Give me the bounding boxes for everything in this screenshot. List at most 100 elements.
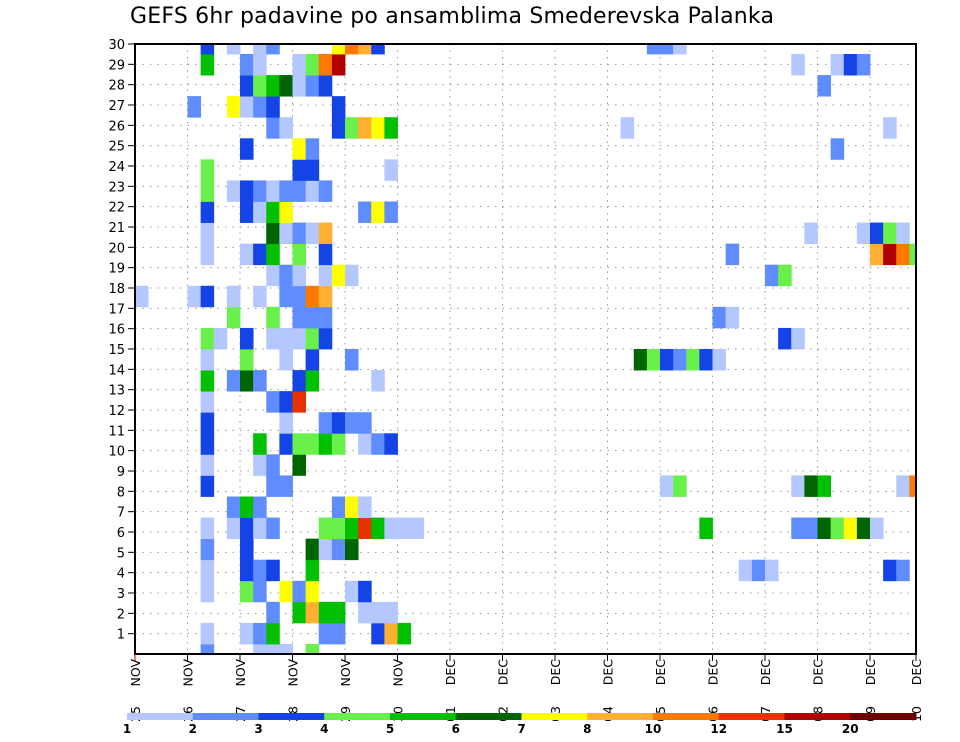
x-tick-month: DEC (863, 659, 878, 686)
heatmap-cell (699, 517, 713, 540)
colorbar-label: 15 (776, 722, 793, 736)
y-tick-label: 20 (108, 241, 125, 256)
heatmap-cell (331, 412, 346, 434)
heatmap-cell (673, 475, 687, 497)
heatmap-cell (909, 243, 917, 266)
y-tick-label: 22 (108, 201, 125, 216)
colorbar-label: 20 (842, 722, 859, 736)
heatmap-cell (410, 517, 425, 540)
heatmap-cell (345, 412, 359, 434)
y-tick-label: 21 (108, 221, 125, 236)
heatmap-cell (371, 370, 385, 392)
y-tick-label: 24 (108, 160, 125, 175)
heatmap-cell (240, 349, 254, 371)
heatmap-cell (266, 517, 280, 540)
heatmap-cell (318, 433, 333, 455)
x-tick-month: NOV (233, 659, 248, 687)
heatmap-cell (266, 96, 280, 118)
heatmap-cell (279, 222, 293, 245)
heatmap-cell (253, 496, 267, 518)
heatmap-cell (292, 243, 307, 266)
heatmap-cell (253, 454, 267, 476)
heatmap-cell (253, 75, 267, 97)
heatmap-cell (279, 391, 293, 413)
heatmap-cell (804, 475, 818, 497)
heatmap-cell (292, 370, 307, 392)
colorbar-label: 1 (123, 722, 131, 736)
heatmap-cell (331, 96, 346, 118)
heatmap-cell (725, 243, 740, 266)
heatmap-cell (765, 559, 779, 582)
heatmap-cell (331, 622, 346, 645)
heatmap-cell (226, 496, 241, 518)
heatmap-cell (266, 622, 280, 645)
heatmap-cell (318, 180, 333, 202)
heatmap-cell (712, 306, 727, 329)
heatmap-cell (240, 580, 254, 603)
y-tick-label: 23 (108, 180, 125, 195)
colorbar-swatch (653, 713, 720, 720)
heatmap-cell (318, 538, 333, 561)
heatmap-cell (331, 54, 346, 76)
heatmap-cell (371, 433, 385, 455)
heatmap-cell (870, 222, 884, 245)
heatmap-cell (896, 222, 910, 245)
x-tick-month: DEC (496, 659, 511, 686)
heatmap-cell (200, 222, 215, 245)
heatmap-cell (200, 285, 215, 308)
y-tick-label: 28 (108, 79, 125, 94)
heatmap-cell (292, 433, 307, 455)
heatmap-cell (266, 391, 280, 413)
heatmap-cell (384, 622, 398, 645)
heatmap-cell (279, 201, 293, 223)
heatmap-cell (371, 601, 385, 624)
heatmap-cell (384, 601, 398, 624)
heatmap-cell (292, 264, 307, 287)
y-tick-label: 17 (108, 302, 125, 317)
heatmap-cell (279, 285, 293, 308)
heatmap-cell (266, 75, 280, 97)
y-tick-label: 19 (108, 262, 125, 277)
colorbar-swatch (390, 713, 457, 720)
heatmap-cell (226, 96, 241, 118)
heatmap-cell (345, 349, 359, 371)
heatmap-cell (345, 44, 359, 55)
heatmap-cell (266, 601, 280, 624)
heatmap-cell (279, 327, 293, 350)
colorbar-label: 7 (517, 722, 525, 736)
heatmap-cell (240, 622, 254, 645)
heatmap-cell (279, 75, 293, 97)
heatmap-cell (266, 44, 280, 55)
heatmap-cell (765, 264, 779, 287)
heatmap-cell (305, 580, 320, 603)
colorbar-label: 10 (645, 722, 662, 736)
heatmap-cell (817, 517, 832, 540)
heatmap-cell (200, 159, 215, 181)
heatmap-cell (371, 517, 385, 540)
x-tick-month: NOV (286, 659, 301, 687)
heatmap-cell (358, 601, 372, 624)
heatmap-cell (883, 243, 897, 266)
heatmap-cell (200, 54, 215, 76)
heatmap-cell (200, 559, 215, 582)
y-tick-label: 10 (108, 445, 125, 460)
heatmap-cell (240, 243, 254, 266)
heatmap-cell (358, 496, 372, 518)
x-tick-month: DEC (443, 659, 458, 686)
heatmap-cell (830, 517, 845, 540)
heatmap-cell (213, 327, 228, 350)
heatmap-cell (318, 306, 333, 329)
heatmap-cell (751, 559, 766, 582)
heatmap-cell (253, 201, 267, 223)
heatmap-cell (345, 517, 359, 540)
heatmap-cell (253, 44, 267, 55)
y-tick-label: 2 (117, 607, 125, 622)
heatmap-cell (331, 264, 346, 287)
heatmap-cell (200, 180, 215, 202)
heatmap-cell (266, 180, 280, 202)
heatmap-cell (292, 75, 307, 97)
y-tick-label: 27 (108, 99, 125, 114)
heatmap-cell (253, 559, 267, 582)
heatmap-cell (699, 349, 713, 371)
y-tick-label: 1 (117, 628, 125, 643)
